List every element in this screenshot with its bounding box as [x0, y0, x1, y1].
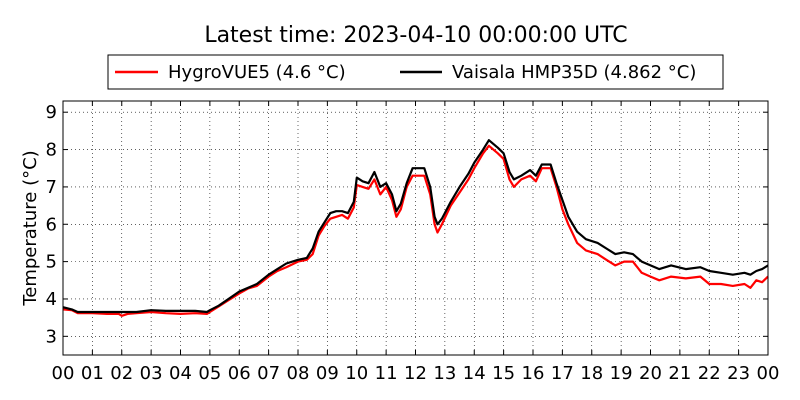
x-tick-label: 21: [668, 363, 691, 384]
y-tick-label: 6: [46, 214, 57, 235]
x-tick-label: 22: [698, 363, 721, 384]
x-tick-label: 04: [169, 363, 192, 384]
plot-frame: [62, 100, 769, 356]
x-tick-label: 15: [492, 363, 515, 384]
x-tick-label: 00: [52, 363, 75, 384]
x-tick-label: 11: [375, 363, 398, 384]
legend-label-hygrovue5: HygroVUE5 (4.6 °C): [168, 62, 346, 83]
grid: [63, 101, 768, 355]
x-tick-label: 18: [580, 363, 603, 384]
x-tick-label: 12: [404, 363, 427, 384]
x-tick-label: 01: [81, 363, 104, 384]
axes: [62, 100, 769, 356]
x-tick-label: 20: [639, 363, 662, 384]
x-tick-label: 14: [463, 363, 486, 384]
y-tick-label: 8: [46, 140, 57, 161]
y-tick-label: 7: [46, 177, 57, 198]
x-tick-label: 03: [140, 363, 163, 384]
x-tick-label: 00: [757, 363, 780, 384]
x-tick-label: 09: [316, 363, 339, 384]
x-tick-label: 17: [551, 363, 574, 384]
legend-label-vaisala: Vaisala HMP35D (4.862 °C): [452, 62, 696, 83]
x-tick-label: 05: [198, 363, 221, 384]
y-tick-label: 5: [46, 252, 57, 273]
x-tick-label: 02: [110, 363, 133, 384]
x-tick-label: 10: [345, 363, 368, 384]
legend: HygroVUE5 (4.6 °C) Vaisala HMP35D (4.862…: [107, 54, 724, 90]
y-tick-label: 3: [46, 326, 57, 347]
tick-labels: 00 01 02 03 04 05 06 07 08 09 10 11 12 13 14 15 16 17 18 19…: [46, 102, 780, 384]
x-tick-label: 23: [727, 363, 750, 384]
series-layer: [62, 139, 769, 317]
y-tick-label: 4: [46, 289, 57, 310]
x-tick-label: 16: [522, 363, 545, 384]
x-tick-label: 19: [610, 363, 633, 384]
x-tick-label: 08: [287, 363, 310, 384]
x-tick-label: 13: [433, 363, 456, 384]
y-tick-label: 9: [46, 102, 57, 123]
y-axis-label: Temperature (°C): [20, 150, 41, 306]
chart-title: Latest time: 2023-04-10 00:00:00 UTC: [204, 23, 627, 48]
x-tick-label: 06: [228, 363, 251, 384]
x-tick-label: 07: [257, 363, 280, 384]
series-line-vaisala: [62, 139, 769, 314]
series-line-hygrovue5: [62, 144, 769, 317]
